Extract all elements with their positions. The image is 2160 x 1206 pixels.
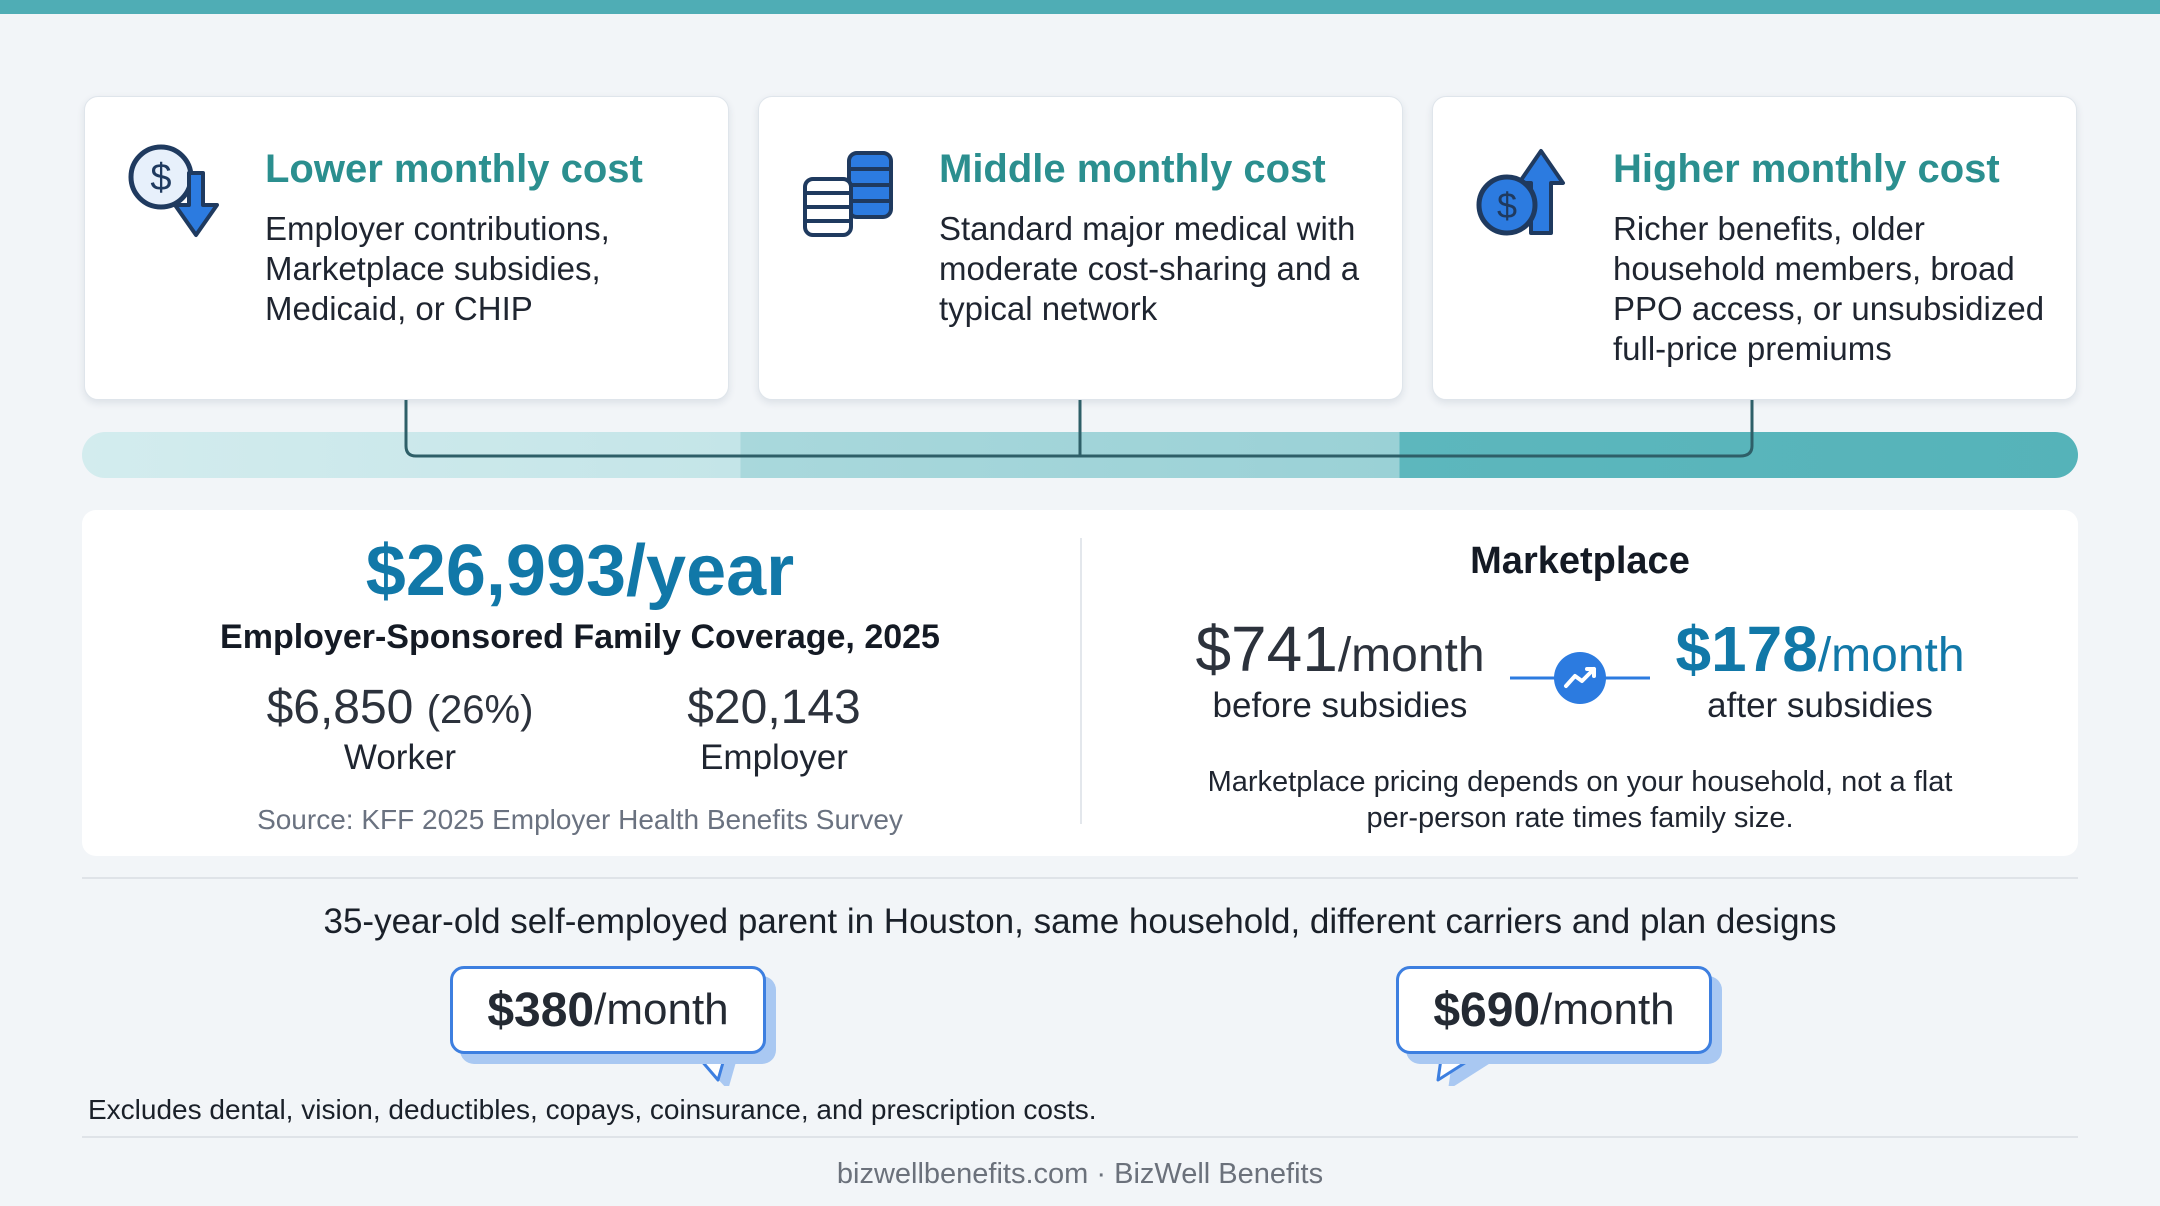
card-connector-lines [404, 400, 1754, 458]
section-divider [82, 877, 2078, 879]
svg-text:$: $ [1497, 185, 1517, 226]
card-description: Standard major medical with moderate cos… [939, 210, 1360, 327]
employer-share-label: Employer [700, 738, 848, 777]
annual-premium-subtitle: Employer-Sponsored Family Coverage, 2025 [220, 618, 940, 656]
dollar-down-icon: $ [128, 144, 219, 237]
panel-divider [1080, 538, 1082, 824]
footer-credit: bizwellbenefits.com · BizWell Benefits [836, 1158, 1324, 1190]
card-description: Employer contributions, Marketplace subs… [265, 210, 610, 327]
worker-share-percent: (26%) [426, 688, 534, 732]
exclusions-note: Excludes dental, vision, deductibles, co… [88, 1094, 1097, 1125]
marketplace-title: Marketplace [1470, 540, 1690, 582]
card-title: Middle monthly cost [939, 147, 1326, 191]
source-citation: Source: KFF 2025 Employer Health Benefit… [257, 804, 903, 835]
footer-divider [82, 1136, 2078, 1138]
marketplace-after-price: $178/month [1675, 613, 1965, 685]
card-lower-cost: $ Lower monthly cost Employer contributi… [84, 96, 729, 400]
marketplace-before-label: before subsidies [1212, 686, 1468, 725]
coin-stacks-icon [803, 151, 893, 237]
worker-share-label: Worker [343, 738, 457, 777]
marketplace-note: Marketplace pricing depends on your hous… [1207, 766, 1953, 834]
marketplace-after-label: after subsidies [1707, 686, 1933, 725]
scenario-description: 35-year-old self-employed parent in Hous… [323, 902, 1837, 941]
quote-price-high: $690/month [1396, 966, 1712, 1054]
quote-bubble-high: $690/month [1396, 966, 1716, 1086]
card-description: Richer benefits, older household members… [1613, 210, 2045, 367]
card-title: Lower monthly cost [265, 147, 643, 191]
quote-bubble-low: $380/month [450, 966, 770, 1086]
card-middle-cost: Middle monthly cost Standard major medic… [758, 96, 1403, 400]
marketplace-before-price: $741/month [1195, 613, 1485, 685]
annual-premium: $26,993/year [365, 531, 795, 611]
top-accent-bar [0, 0, 2160, 14]
quote-price-low: $380/month [450, 966, 766, 1054]
worker-share-value: $6,850 (26%) [266, 681, 534, 734]
trend-arrow-icon [1510, 652, 1650, 704]
employer-share-value: $20,143 [687, 681, 861, 734]
dollar-up-icon: $ [1476, 149, 1565, 236]
card-higher-cost: $ Higher monthly cost Richer benefits, o… [1432, 96, 2077, 400]
card-title: Higher monthly cost [1613, 147, 2000, 191]
svg-text:$: $ [150, 157, 171, 199]
